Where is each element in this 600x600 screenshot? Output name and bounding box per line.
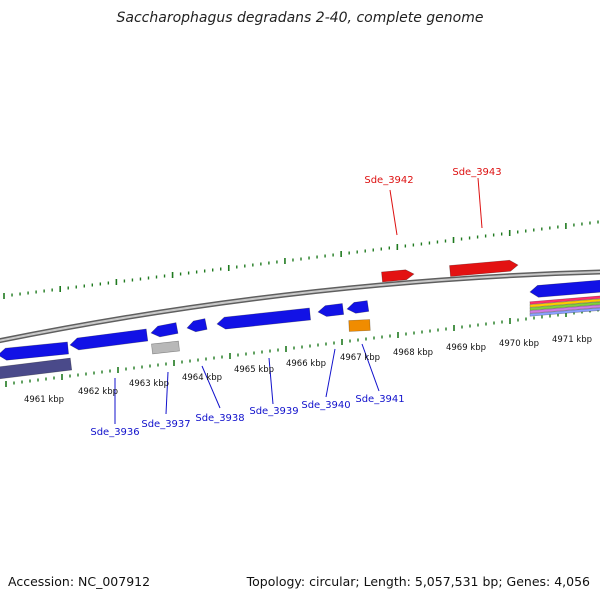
scale-label-4963-kbp: 4963 kbp xyxy=(129,379,169,389)
scale-label-4964-kbp: 4964 kbp xyxy=(182,373,222,383)
feature-band-2 xyxy=(529,298,600,308)
gene-sde-3942-label: Sde_3942 xyxy=(364,175,413,186)
reverse-gene-sde-3938 xyxy=(186,318,208,333)
scale-label-4967-kbp: 4967 kbp xyxy=(340,353,380,363)
gene-sde-3938-leader-line xyxy=(201,365,221,409)
scale-label-4962-kbp: 4962 kbp xyxy=(78,387,118,397)
gene-sde-3937-leader-line xyxy=(165,371,169,415)
forward-scale-ticks xyxy=(3,220,599,299)
gene-sde-3942-leader-line xyxy=(389,189,398,236)
genome-summary-text: Topology: circular; Length: 5,057,531 bp… xyxy=(246,574,590,589)
reverse-gene-sde-3940 xyxy=(317,303,345,317)
feature-band-3 xyxy=(529,301,600,311)
scale-label-4966-kbp: 4966 kbp xyxy=(286,359,326,369)
rna-gene-sde-3941 xyxy=(348,319,371,332)
gene-sde-3939-leader-line xyxy=(268,357,274,405)
reverse-gene-left-edge xyxy=(0,341,69,361)
reverse-gene-sde-3937 xyxy=(150,322,179,338)
reverse-gene-sde-3936 xyxy=(69,328,149,351)
reverse-gene-sde-3939 xyxy=(216,307,311,330)
feature-band-1 xyxy=(529,295,600,305)
gene-sde-3943-label: Sde_3943 xyxy=(452,167,501,178)
gene-features xyxy=(0,259,600,380)
gene-sde-3940-label: Sde_3940 xyxy=(301,400,350,411)
reverse-scale-ticks xyxy=(5,308,599,387)
scale-label-4968-kbp: 4968 kbp xyxy=(393,348,433,358)
pseudogene-sde-3937 xyxy=(151,340,180,355)
cds-track-left-edge xyxy=(0,357,73,380)
forward-gene-sde-3943 xyxy=(449,259,519,277)
gene-sde-3938-label: Sde_3938 xyxy=(195,413,244,424)
gene-sde-3940-leader-line xyxy=(325,348,336,398)
backbone-outer-line xyxy=(0,269,600,344)
scale-label-4965-kbp: 4965 kbp xyxy=(234,365,274,375)
gene-sde-3937-label: Sde_3937 xyxy=(141,419,190,430)
gene-sde-3939-label: Sde_3939 xyxy=(249,406,298,417)
gene-sde-3941-label: Sde_3941 xyxy=(355,394,404,405)
page-title: Saccharophagus degradans 2-40, complete … xyxy=(116,10,484,26)
accession-text: Accession: NC_007912 xyxy=(8,574,151,589)
gene-sde-3943-leader-line xyxy=(477,177,483,229)
scale-label-4970-kbp: 4970 kbp xyxy=(499,339,539,349)
feature-band-5 xyxy=(529,307,600,317)
gene-sde-3936-label: Sde_3936 xyxy=(90,427,139,438)
scale-label-4969-kbp: 4969 kbp xyxy=(446,343,486,353)
feature-band-4 xyxy=(529,304,600,314)
scale-labels: 4961 kbp 4962 kbp 4963 kbp 4964 kbp 4965 kbp… xyxy=(24,335,592,405)
backbone-highlight-line xyxy=(0,271,600,342)
forward-gene-sde-3942 xyxy=(381,269,415,283)
gene-sde-3941-leader-line xyxy=(361,343,380,392)
genome-backbone xyxy=(0,269,600,344)
reverse-gene-sde-3941 xyxy=(346,300,370,314)
reverse-gene-right-edge xyxy=(529,279,600,298)
scale-label-4971-kbp: 4971 kbp xyxy=(552,335,592,345)
scale-label-4961-kbp: 4961 kbp xyxy=(24,395,64,405)
